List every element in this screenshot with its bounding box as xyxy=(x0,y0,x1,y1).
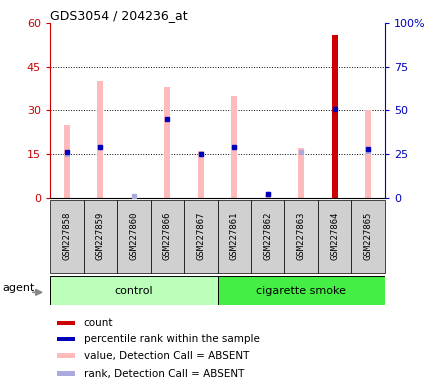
Bar xyxy=(164,87,170,198)
Bar xyxy=(284,200,317,273)
Bar xyxy=(117,200,150,273)
Text: GSM227863: GSM227863 xyxy=(296,212,305,260)
Bar xyxy=(97,81,103,198)
Text: GDS3054 / 204236_at: GDS3054 / 204236_at xyxy=(50,9,187,22)
Text: GSM227859: GSM227859 xyxy=(95,212,105,260)
Text: GSM227862: GSM227862 xyxy=(263,212,272,260)
Bar xyxy=(56,337,75,341)
Text: rank, Detection Call = ABSENT: rank, Detection Call = ABSENT xyxy=(83,369,243,379)
Text: percentile rank within the sample: percentile rank within the sample xyxy=(83,334,259,344)
Bar xyxy=(351,200,384,273)
Text: value, Detection Call = ABSENT: value, Detection Call = ABSENT xyxy=(83,351,248,361)
Text: GSM227864: GSM227864 xyxy=(329,212,339,260)
Bar xyxy=(317,200,351,273)
Bar xyxy=(365,111,370,198)
Text: count: count xyxy=(83,318,113,328)
Text: GSM227867: GSM227867 xyxy=(196,212,205,260)
Bar xyxy=(56,371,75,376)
Bar xyxy=(264,195,270,198)
Bar xyxy=(250,200,284,273)
Bar xyxy=(83,200,117,273)
Text: GSM227866: GSM227866 xyxy=(162,212,171,260)
Bar xyxy=(217,276,384,305)
Bar xyxy=(50,200,83,273)
Bar xyxy=(331,35,337,198)
Text: GSM227860: GSM227860 xyxy=(129,212,138,260)
Bar xyxy=(150,200,184,273)
Bar xyxy=(64,125,69,198)
Bar xyxy=(298,148,303,198)
Text: GSM227861: GSM227861 xyxy=(229,212,238,260)
Text: control: control xyxy=(114,286,153,296)
Text: GSM227865: GSM227865 xyxy=(363,212,372,260)
Bar xyxy=(56,321,75,324)
Bar xyxy=(50,276,217,305)
Bar xyxy=(231,96,237,198)
Bar xyxy=(184,200,217,273)
Text: GSM227858: GSM227858 xyxy=(62,212,71,260)
Bar xyxy=(56,354,75,358)
Bar xyxy=(217,200,250,273)
Text: agent: agent xyxy=(3,283,35,293)
Bar xyxy=(197,151,203,198)
Text: cigarette smoke: cigarette smoke xyxy=(256,286,345,296)
